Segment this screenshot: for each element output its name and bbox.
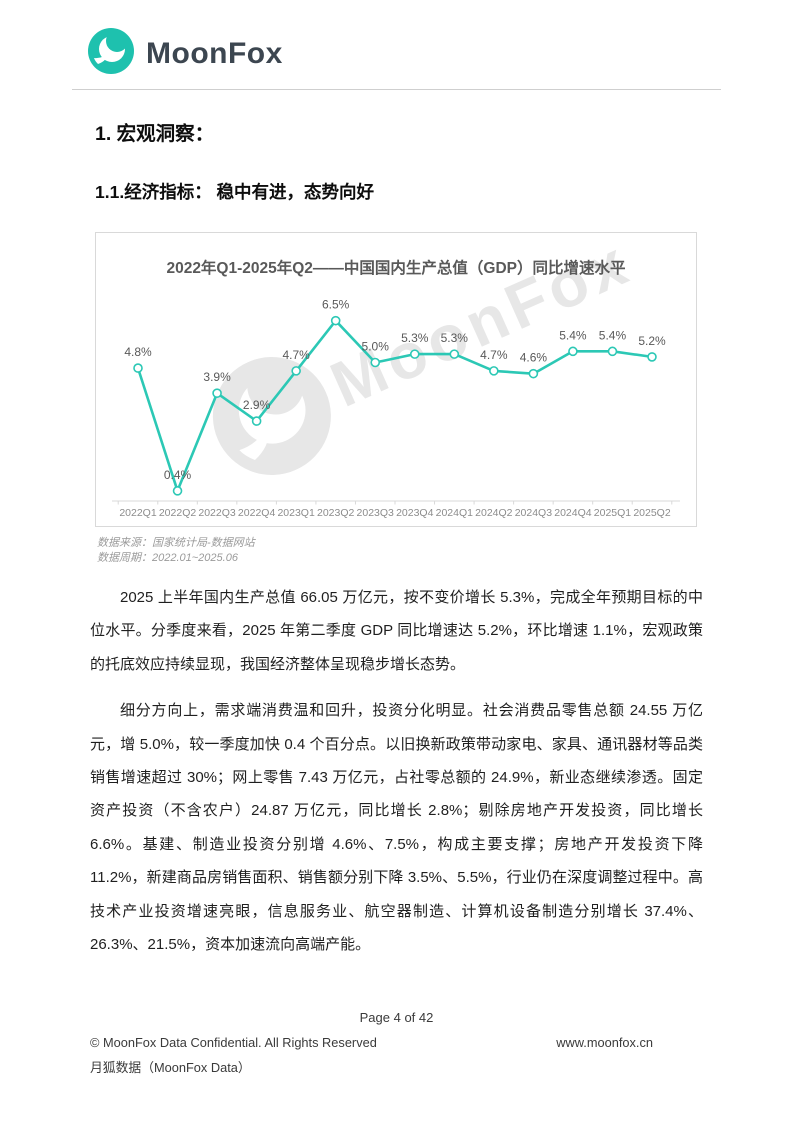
svg-text:2022Q4: 2022Q4 <box>238 507 276 519</box>
svg-text:2023Q1: 2023Q1 <box>277 507 315 519</box>
section-heading: 1. 宏观洞察： <box>95 123 215 145</box>
footer-row: © MoonFox Data Confidential. All Rights … <box>72 1035 721 1050</box>
header-divider <box>72 89 721 90</box>
data-source-line: 数据来源：国家统计局-数据网站 <box>97 537 255 549</box>
svg-text:2025Q1: 2025Q1 <box>594 507 632 519</box>
svg-text:5.4%: 5.4% <box>599 328 627 342</box>
svg-text:4.7%: 4.7% <box>480 348 508 362</box>
gdp-chart-card: MoonFox 2022年Q1-2025年Q2——中国国内生产总值（GDP）同比… <box>95 225 697 527</box>
svg-text:2024Q4: 2024Q4 <box>554 507 592 519</box>
svg-text:5.3%: 5.3% <box>441 331 469 345</box>
subsection-heading: 1.1.经济指标： 稳中有进，态势向好 <box>95 182 375 202</box>
page-footer: Page 4 of 42 © MoonFox Data Confidential… <box>72 1010 721 1076</box>
svg-text:2022Q3: 2022Q3 <box>198 507 236 519</box>
svg-text:2022Q2: 2022Q2 <box>159 507 197 519</box>
svg-text:2024Q3: 2024Q3 <box>515 507 553 519</box>
svg-text:5.4%: 5.4% <box>559 328 587 342</box>
svg-text:2025Q2: 2025Q2 <box>633 507 671 519</box>
page-number: Page 4 of 42 <box>359 1010 434 1025</box>
svg-text:2022Q1: 2022Q1 <box>119 507 157 519</box>
copyright-text: © MoonFox Data Confidential. All Rights … <box>90 1035 377 1050</box>
svg-text:4.6%: 4.6% <box>520 351 548 365</box>
svg-text:5.0%: 5.0% <box>362 340 390 354</box>
svg-text:4.8%: 4.8% <box>124 345 152 359</box>
svg-text:6.5%: 6.5% <box>322 298 350 312</box>
svg-text:5.3%: 5.3% <box>401 331 429 345</box>
footer-brand-cn: 月狐数据（MoonFox Data） <box>90 1060 251 1075</box>
gdp-line-chart: 2022年Q1-2025年Q2——中国国内生产总值（GDP）同比增速水平 4.8%… <box>112 258 680 519</box>
svg-text:2023Q4: 2023Q4 <box>396 507 434 519</box>
svg-text:2024Q2: 2024Q2 <box>475 507 513 519</box>
svg-text:2.9%: 2.9% <box>243 398 271 412</box>
website-link: www.moonfox.cn <box>556 1035 653 1050</box>
paragraph-gdp-summary: 2025 上半年国内生产总值 66.05 万亿元，按不变价增长 5.3%，完成全… <box>90 589 703 673</box>
svg-text:5.2%: 5.2% <box>638 334 666 348</box>
svg-text:2023Q2: 2023Q2 <box>317 507 355 519</box>
svg-text:2023Q3: 2023Q3 <box>357 507 395 519</box>
brand-name: MoonFox <box>146 36 283 70</box>
moonfox-logo-icon <box>88 28 134 79</box>
data-source-note: 数据来源：国家统计局-数据网站 数据周期：2022.01~2025.06 <box>97 536 721 566</box>
svg-text:3.9%: 3.9% <box>203 370 231 384</box>
data-period-line: 数据周期：2022.01~2025.06 <box>97 552 238 564</box>
page-header: MoonFox <box>0 0 793 90</box>
svg-text:4.7%: 4.7% <box>282 348 310 362</box>
svg-text:2024Q1: 2024Q1 <box>436 507 474 519</box>
svg-text:2022年Q1-2025年Q2——中国国内生产总值（GDP）: 2022年Q1-2025年Q2——中国国内生产总值（GDP）同比增速水平 <box>166 258 626 277</box>
svg-text:0.4%: 0.4% <box>164 468 192 482</box>
brand-logo-row: MoonFox <box>88 28 721 79</box>
paragraph-detail-analysis: 细分方向上，需求端消费温和回升，投资分化明显。社会消费品零售总额 24.55 万… <box>90 702 703 954</box>
